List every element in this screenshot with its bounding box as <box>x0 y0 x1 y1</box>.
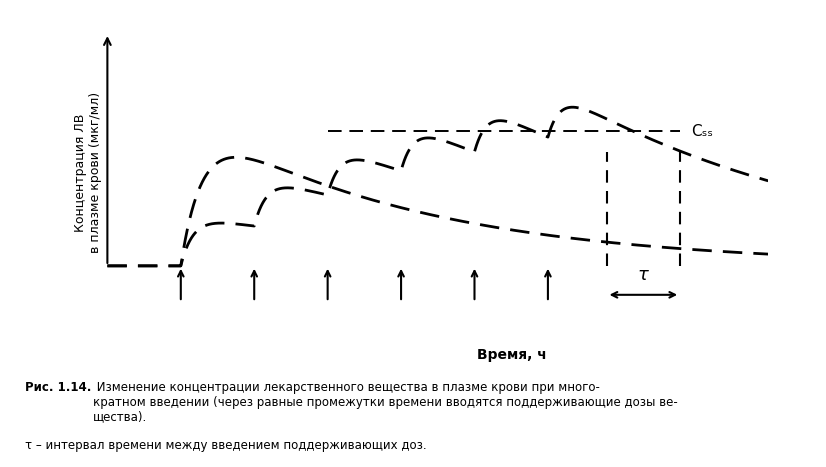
Text: Cₛₛ: Cₛₛ <box>691 124 713 139</box>
Text: τ: τ <box>638 267 648 284</box>
Y-axis label: Концентрация ЛВ
в плазме крови (мкг/мл): Концентрация ЛВ в плазме крови (мкг/мл) <box>74 92 102 254</box>
Text: Время, ч: Время, ч <box>477 348 547 362</box>
Text: Изменение концентрации лекарственного вещества в плазме крови при много-
кратном: Изменение концентрации лекарственного ве… <box>93 381 677 424</box>
Text: Рис. 1.14.: Рис. 1.14. <box>25 381 91 394</box>
Text: τ – интервал времени между введением поддерживающих доз.: τ – интервал времени между введением под… <box>25 439 426 452</box>
